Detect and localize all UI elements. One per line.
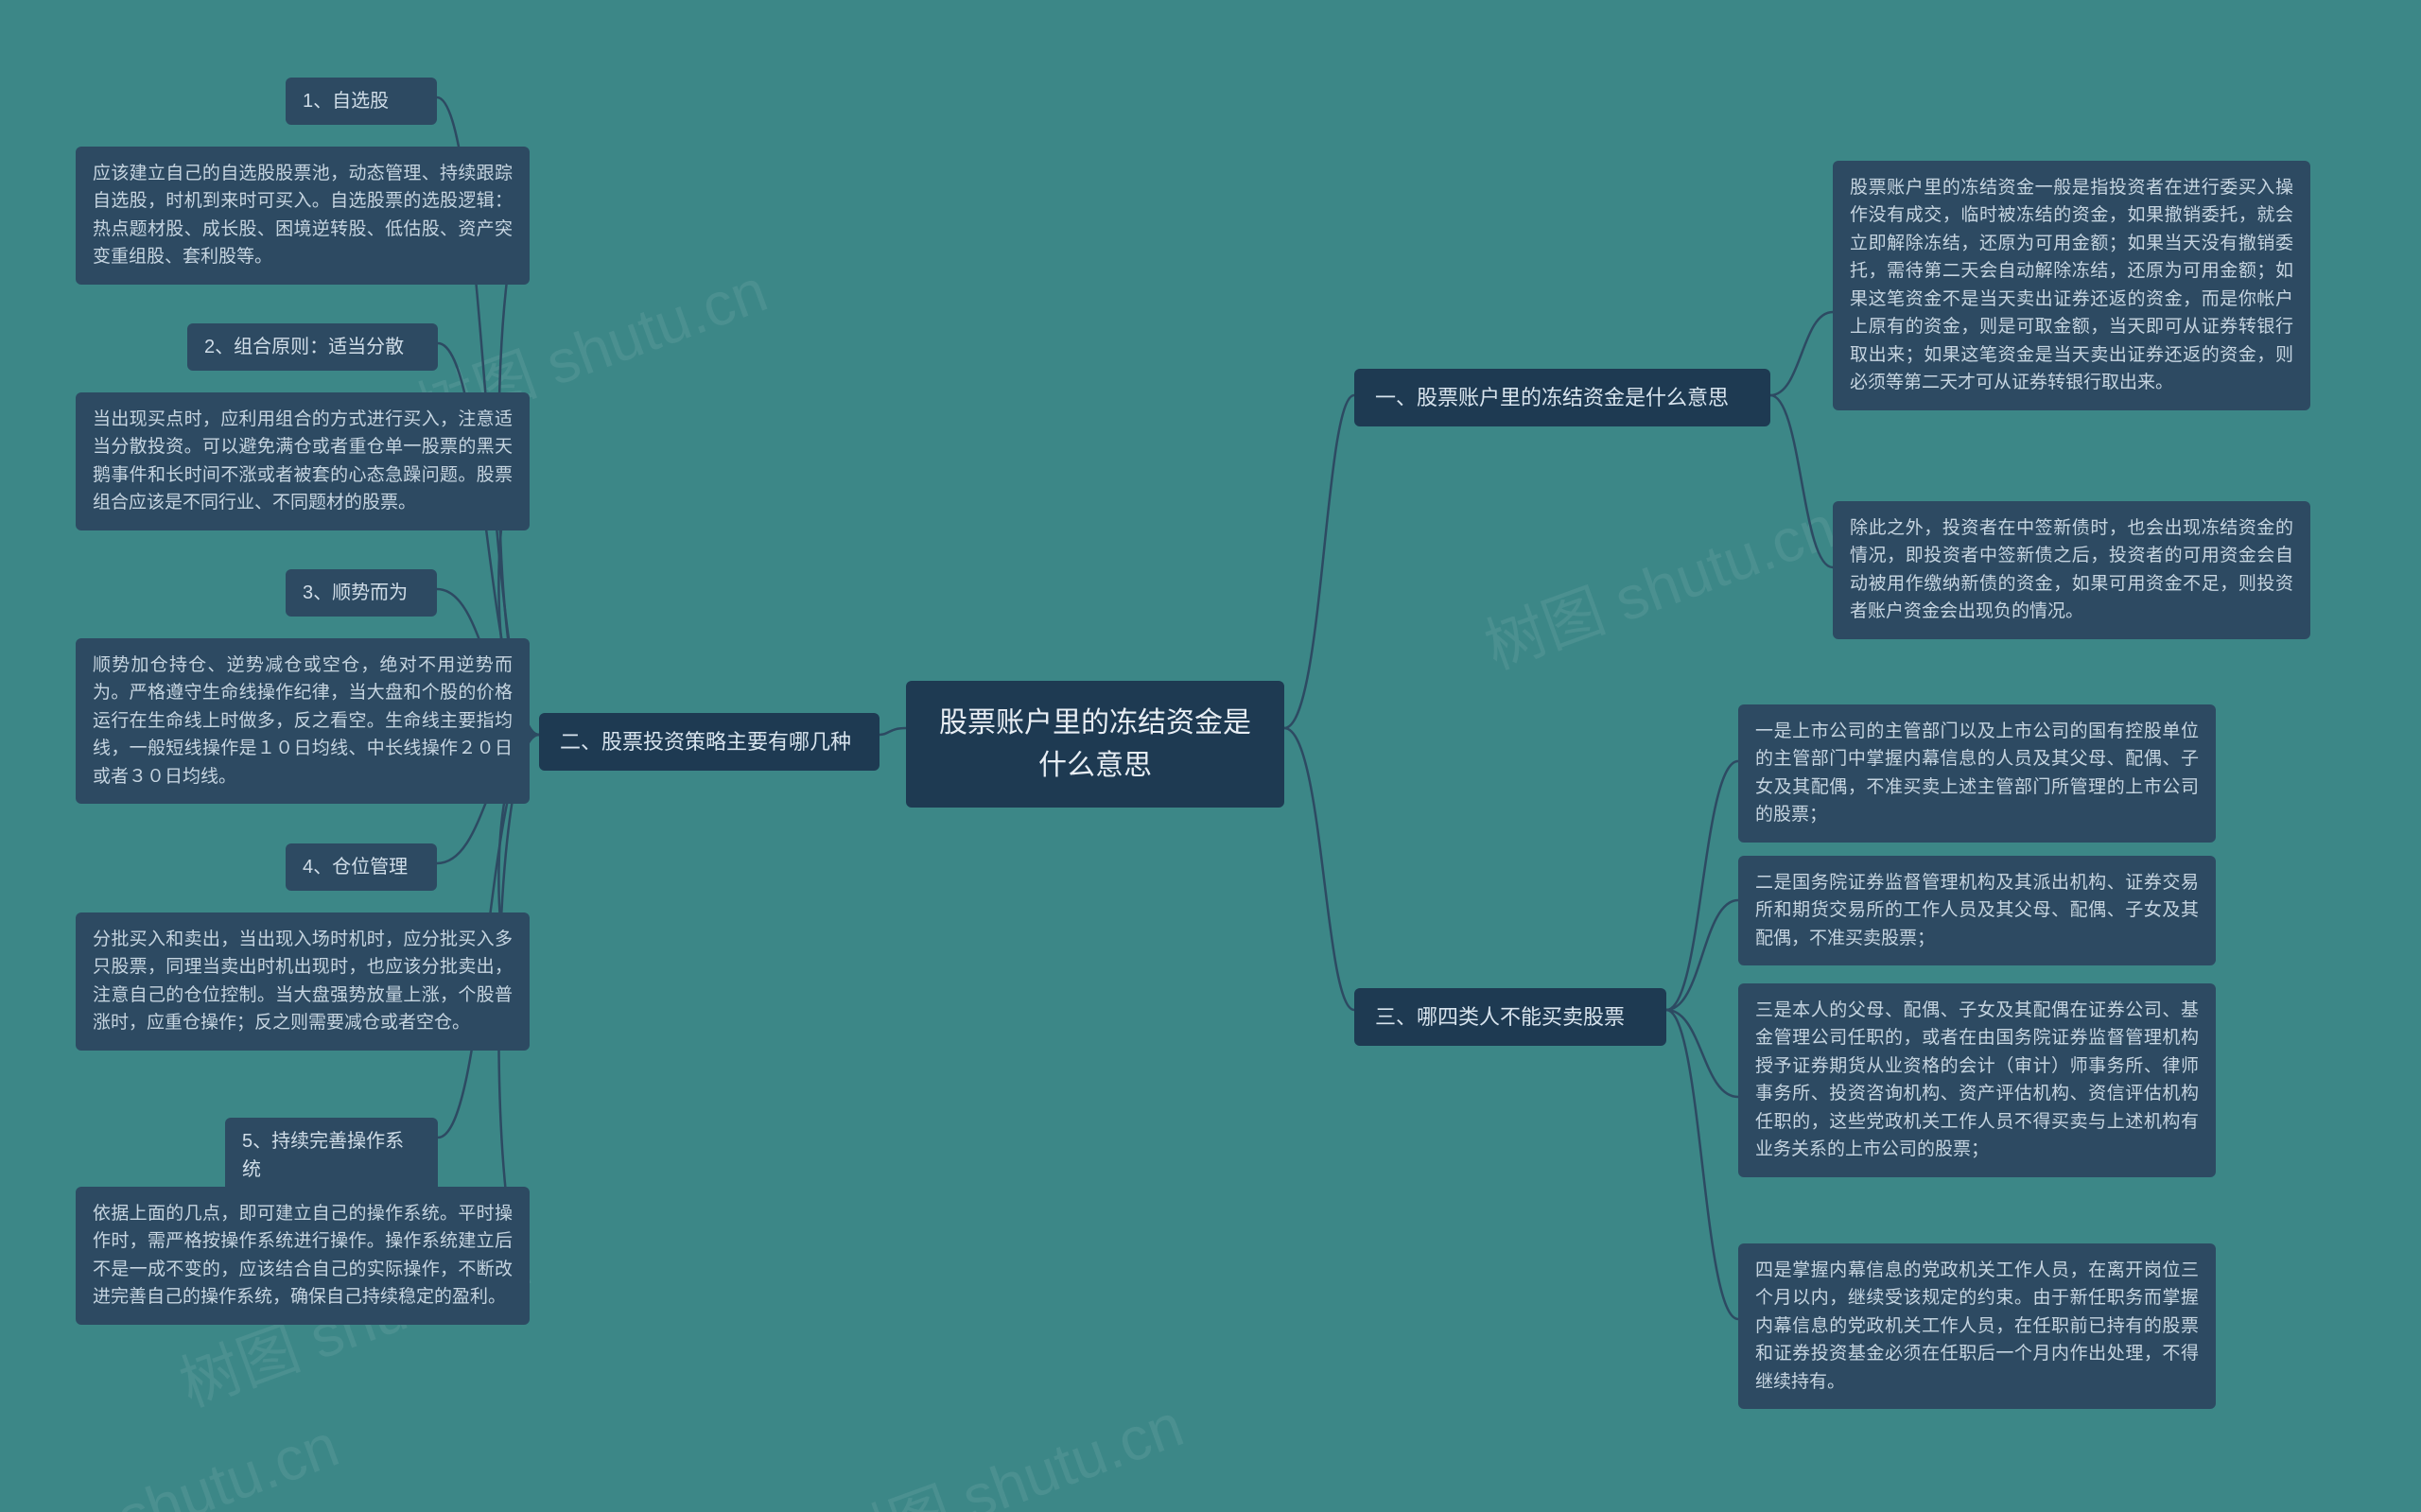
connector (1666, 900, 1738, 1010)
leaf-body: 除此之外，投资者在中签新债时，也会出现冻结资金的情况，即投资者中签新债之后，投资… (1833, 501, 2310, 639)
leaf-title: 2、组合原则：适当分散 (187, 323, 438, 371)
connector (880, 728, 906, 735)
leaf-title: 5、持续完善操作系统 (225, 1118, 438, 1193)
branch-left: 二、股票投资策略主要有哪几种 (539, 713, 880, 771)
connector (1284, 728, 1354, 1010)
leaf-body: 股票账户里的冻结资金一般是指投资者在进行委买入操作没有成交，临时被冻结的资金，如… (1833, 161, 2310, 410)
leaf-title: 1、自选股 (286, 78, 437, 125)
connector (1284, 395, 1354, 728)
leaf-body: 顺势加仓持仓、逆势减仓或空仓，绝对不用逆势而为。严格遵守生命线操作纪律，当大盘和… (76, 638, 530, 804)
leaf-body: 分批买入和卖出，当出现入场时机时，应分批买入多只股票，同理当卖出时机出现时，也应… (76, 912, 530, 1051)
connector (1666, 761, 1738, 1010)
connector (1770, 395, 1833, 567)
connector (1666, 1010, 1738, 1097)
center-node: 股票账户里的冻结资金是 什么意思 (906, 681, 1284, 808)
leaf-body: 应该建立自己的自选股股票池，动态管理、持续跟踪自选股，时机到来时可买入。自选股票… (76, 147, 530, 285)
branch-right-2: 三、哪四类人不能买卖股票 (1354, 988, 1666, 1046)
leaf-title: 4、仓位管理 (286, 843, 437, 891)
leaf-body: 三是本人的父母、配偶、子女及其配偶在证券公司、基金管理公司任职的，或者在由国务院… (1738, 983, 2216, 1177)
watermark: 树图 shutu.cn (1472, 478, 1846, 686)
leaf-body: 一是上市公司的主管部门以及上市公司的国有控股单位的主管部门中掌握内幕信息的人员及… (1738, 704, 2216, 843)
leaf-body: 四是掌握内幕信息的党政机关工作人员，在离开岗位三个月以内，继续受该规定的约束。由… (1738, 1243, 2216, 1409)
branch-right-1: 一、股票账户里的冻结资金是什么意思 (1354, 369, 1770, 426)
leaf-body: 当出现买点时，应利用组合的方式进行买入，注意适当分散投资。可以避免满仓或者重仓单… (76, 392, 530, 530)
watermark: shutu.cn (109, 1410, 348, 1512)
leaf-body: 二是国务院证券监督管理机构及其派出机构、证券交易所和期货交易所的工作人员及其父母… (1738, 856, 2216, 965)
watermark: 树图 shutu.cn (819, 1377, 1193, 1512)
connector (1666, 1010, 1738, 1319)
connector (1770, 312, 1833, 395)
leaf-body: 依据上面的几点，即可建立自己的操作系统。平时操作时，需严格按操作系统进行操作。操… (76, 1187, 530, 1325)
leaf-title: 3、顺势而为 (286, 569, 437, 617)
